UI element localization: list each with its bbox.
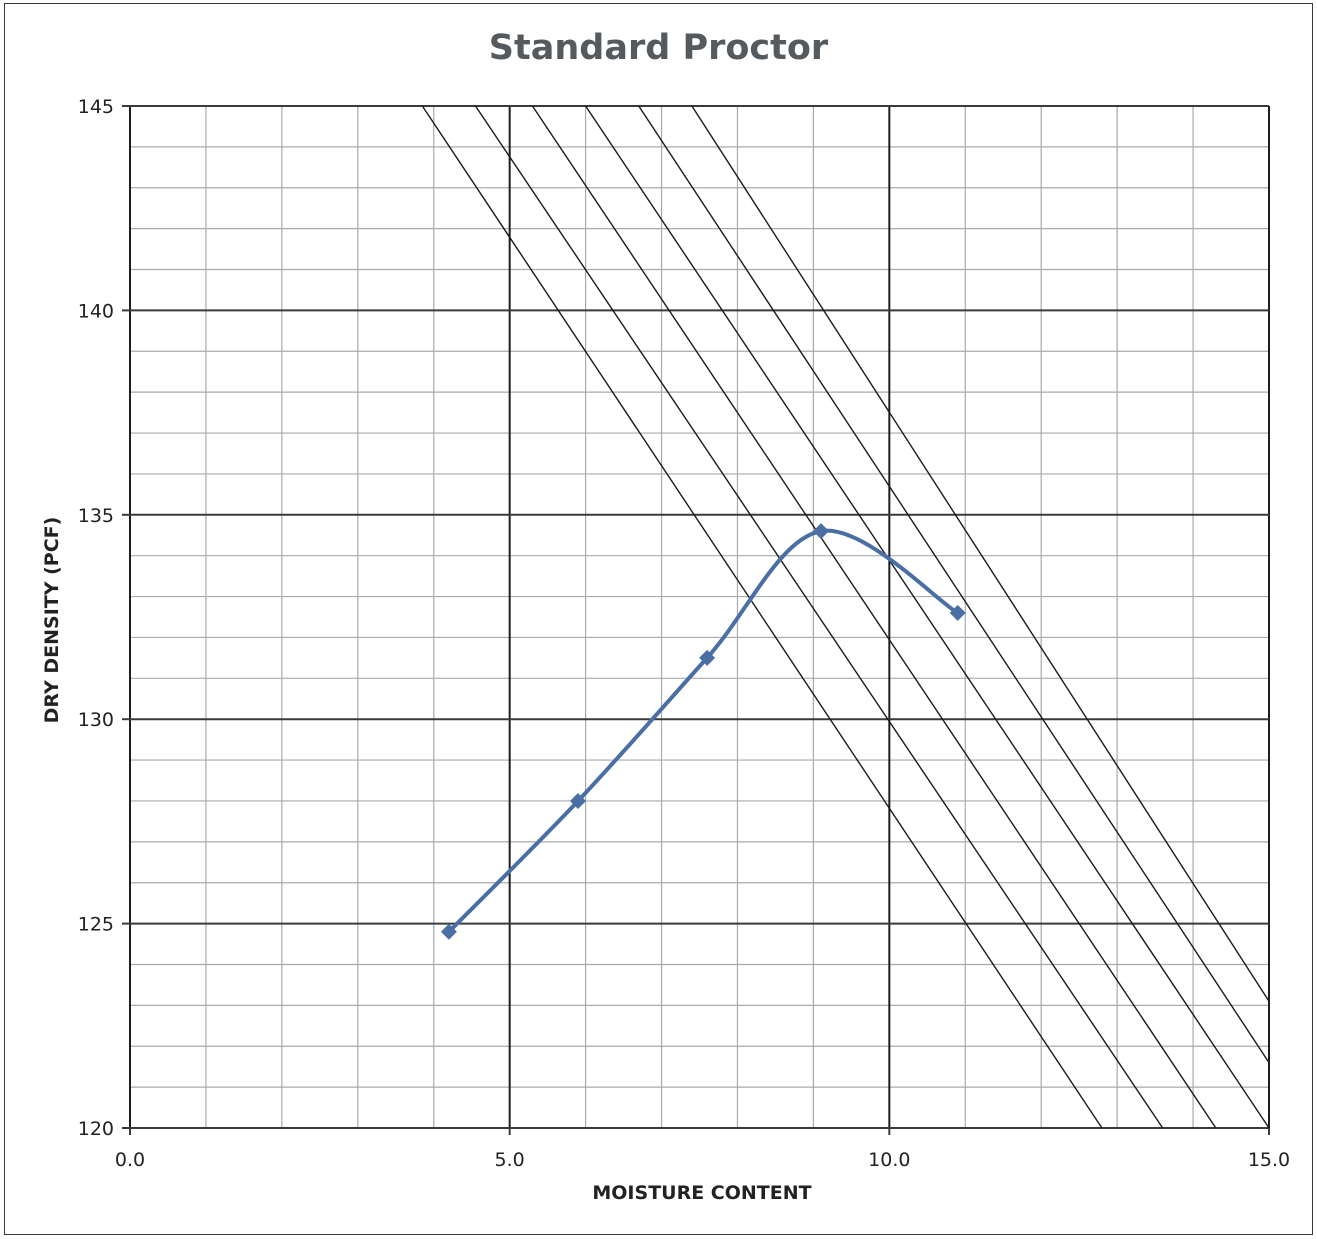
- data-point-marker: [949, 604, 966, 621]
- y-tick-label: 130: [78, 709, 114, 731]
- series-line: [446, 528, 960, 934]
- x-tick-label: 0.0: [115, 1149, 145, 1171]
- reference-line: [421, 105, 1103, 1129]
- data-point-marker: [699, 649, 716, 666]
- data-point-marker: [812, 523, 829, 540]
- reference-line: [474, 105, 1164, 1129]
- minor-grid: [130, 106, 1269, 1128]
- y-tick-label: 125: [78, 914, 114, 936]
- x-tick-label: 5.0: [495, 1149, 525, 1171]
- x-tick-label: 15.0: [1248, 1149, 1290, 1171]
- chart-frame: [4, 3, 1313, 1235]
- data-point-marker: [570, 792, 587, 809]
- y-tick-label: 145: [78, 96, 114, 118]
- reference-line: [585, 105, 1270, 1129]
- data-point-marker: [440, 923, 457, 940]
- reference-lines: [421, 105, 1270, 1129]
- y-tick-label: 135: [78, 505, 114, 527]
- major-grid: [122, 105, 1270, 1135]
- tick-labels: 120 125 130 135 140 145 0.0 5.0 10.0 15.0: [78, 96, 1290, 1171]
- reference-line: [638, 105, 1270, 1063]
- reference-line: [531, 105, 1217, 1129]
- reference-line: [691, 105, 1270, 1002]
- y-tick-label: 120: [78, 1118, 114, 1140]
- series-layer: [440, 523, 966, 940]
- x-tick-label: 10.0: [868, 1149, 910, 1171]
- chart-title: Standard Proctor: [488, 28, 829, 68]
- y-tick-label: 140: [78, 300, 114, 322]
- x-axis-label: MOISTURE CONTENT: [592, 1182, 812, 1204]
